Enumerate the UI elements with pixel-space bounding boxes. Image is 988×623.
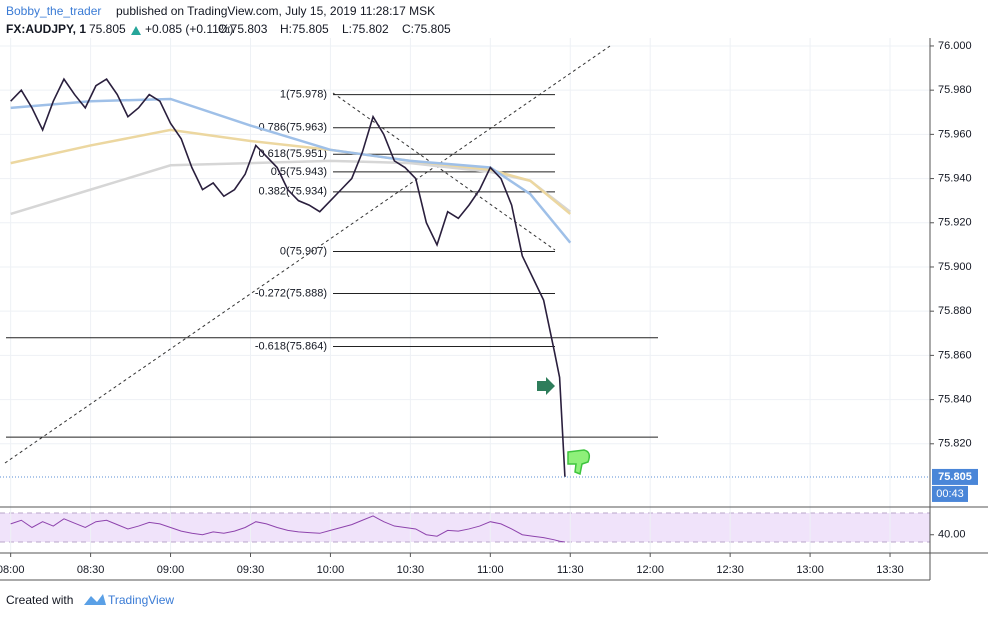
x-tick-label: 12:30 xyxy=(716,564,744,576)
ohlc-value: H:75.805 xyxy=(280,22,329,36)
countdown: 00:43 xyxy=(936,488,964,500)
x-tick-label: 09:30 xyxy=(237,564,265,576)
y-tick-label: 75.940 xyxy=(938,172,972,184)
x-tick-label: 11:00 xyxy=(477,564,504,576)
fib-label: 0(75.907) xyxy=(280,245,327,257)
y-tick-label: 75.900 xyxy=(938,261,972,273)
ohlc-value: L:75.802 xyxy=(342,22,389,36)
x-tick-label: 12:00 xyxy=(636,564,664,576)
x-tick-label: 08:00 xyxy=(0,564,24,576)
fib-label: 0.786(75.963) xyxy=(259,122,328,134)
thumbs-down-icon xyxy=(567,449,591,476)
countdown-tag xyxy=(932,485,968,502)
price-line xyxy=(10,77,566,477)
fib-label: 0.5(75.943) xyxy=(271,166,327,178)
fib-label: 1(75.978) xyxy=(280,88,327,100)
y-tick-label: 75.920 xyxy=(938,217,972,229)
price-tag xyxy=(932,468,978,485)
y-tick-label: 75.880 xyxy=(938,305,972,317)
author: Bobby_the_trader xyxy=(6,4,101,18)
footer: Created with xyxy=(6,593,73,607)
y-tick-label: 75.840 xyxy=(938,393,972,405)
x-tick-label: 11:30 xyxy=(557,564,584,576)
arrow-icon xyxy=(537,377,555,395)
up-arrow xyxy=(131,26,141,35)
last: 75.805 xyxy=(89,22,126,36)
price-tag-label: 75.805 xyxy=(938,471,972,483)
y-tick-label: 75.820 xyxy=(938,438,972,450)
ohlc-value: O:75.803 xyxy=(218,22,268,36)
x-tick-label: 10:30 xyxy=(397,564,425,576)
logo xyxy=(84,594,106,605)
x-tick-label: 13:30 xyxy=(876,564,904,576)
rsi-band xyxy=(0,513,930,542)
symbol: FX:AUDJPY, 1 xyxy=(6,22,86,36)
x-tick-label: 13:00 xyxy=(796,564,824,576)
y-tick-label: 40.00 xyxy=(938,529,966,541)
y-tick-label: 75.860 xyxy=(938,349,972,361)
y-tick-label: 75.980 xyxy=(938,84,972,96)
change: +0.085 (+0.11%) xyxy=(145,22,234,36)
fib-label: -0.272(75.888) xyxy=(255,287,327,299)
fib-label: 0.382(75.934) xyxy=(259,186,328,198)
x-tick-label: 09:00 xyxy=(157,564,185,576)
fib-label: 0.618(75.951) xyxy=(259,148,328,160)
fib-label: -0.618(75.864) xyxy=(255,340,327,352)
x-tick-label: 10:00 xyxy=(317,564,345,576)
moving-average xyxy=(10,97,572,244)
ohlc-value: C:75.805 xyxy=(402,22,451,36)
rsi-line xyxy=(10,515,565,543)
x-tick-label: 08:30 xyxy=(77,564,105,576)
y-tick-label: 76.000 xyxy=(938,40,972,52)
brand: TradingView xyxy=(108,593,174,607)
y-tick-label: 75.960 xyxy=(938,128,972,140)
chart-title: published on TradingView.com, July 15, 2… xyxy=(116,4,435,18)
trend-line xyxy=(4,45,611,464)
